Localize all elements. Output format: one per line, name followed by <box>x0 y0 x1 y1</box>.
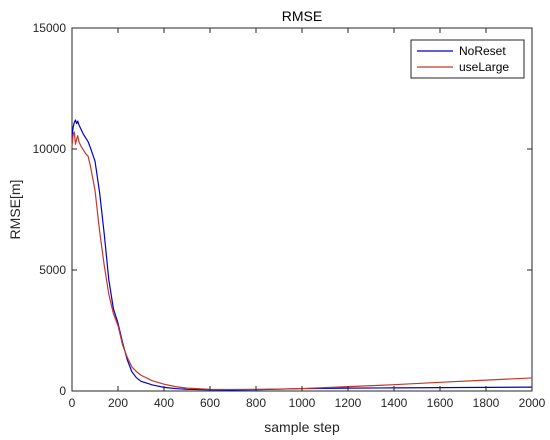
x-tick-label: 1600 <box>427 396 454 410</box>
y-axis-label: RMSE[m] <box>7 180 23 240</box>
y-tick-label: 0 <box>59 384 66 398</box>
x-tick-label: 800 <box>246 396 266 410</box>
x-tick-label: 1000 <box>289 396 316 410</box>
x-tick-label: 1200 <box>335 396 362 410</box>
x-tick-label: 1800 <box>473 396 500 410</box>
legend-label-noreset: NoReset <box>459 44 506 58</box>
chart-title: RMSE <box>282 8 322 24</box>
ticks-layer: 0 200 400 600 800 1000 1200 1400 1600 1800 2000 0 50… <box>33 21 546 410</box>
x-axis-label: sample step <box>264 419 340 435</box>
x-tick-label: 600 <box>200 396 220 410</box>
x-tick-label: 200 <box>108 396 128 410</box>
series-line-uselarge <box>71 131 533 391</box>
legend-box <box>410 39 525 79</box>
x-tick-label: 0 <box>69 396 76 410</box>
y-tick-label: 5000 <box>39 263 66 277</box>
legend: NoReset useLarge <box>410 39 525 79</box>
x-tick-label: 2000 <box>519 396 546 410</box>
x-tick-label: 400 <box>154 396 174 410</box>
plot-area <box>71 27 533 392</box>
y-tick-label: 15000 <box>33 21 67 35</box>
legend-label-uselarge: useLarge <box>459 60 509 74</box>
x-tick-label: 1400 <box>381 396 408 410</box>
series-layer <box>71 119 533 391</box>
y-tick-label: 10000 <box>33 142 67 156</box>
